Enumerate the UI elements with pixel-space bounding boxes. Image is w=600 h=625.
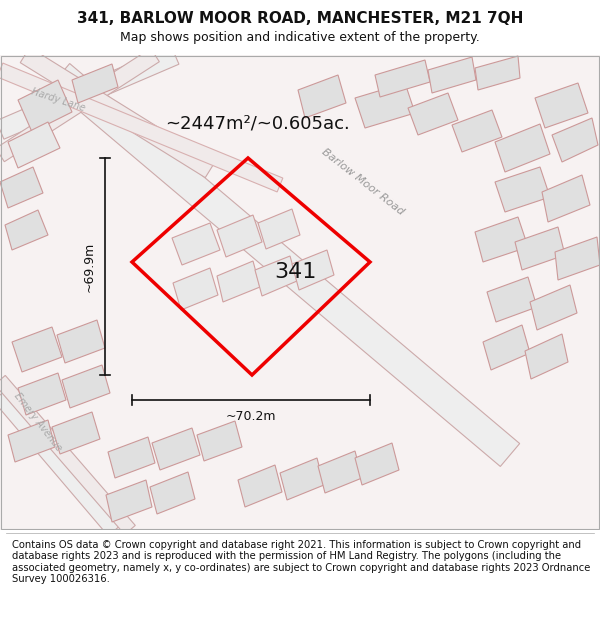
Polygon shape bbox=[50, 64, 520, 466]
Polygon shape bbox=[318, 451, 362, 493]
Polygon shape bbox=[217, 215, 262, 257]
Polygon shape bbox=[495, 124, 550, 172]
Polygon shape bbox=[173, 268, 218, 310]
Polygon shape bbox=[475, 56, 520, 90]
Polygon shape bbox=[172, 223, 220, 265]
Text: 341, BARLOW MOOR ROAD, MANCHESTER, M21 7QH: 341, BARLOW MOOR ROAD, MANCHESTER, M21 7… bbox=[77, 11, 523, 26]
Polygon shape bbox=[255, 256, 297, 296]
Polygon shape bbox=[375, 60, 430, 97]
Polygon shape bbox=[452, 110, 502, 152]
Text: Contains OS data © Crown copyright and database right 2021. This information is : Contains OS data © Crown copyright and d… bbox=[12, 539, 590, 584]
Polygon shape bbox=[8, 420, 55, 462]
Polygon shape bbox=[515, 227, 565, 270]
Polygon shape bbox=[62, 365, 110, 408]
Polygon shape bbox=[106, 480, 152, 522]
Polygon shape bbox=[52, 412, 100, 454]
Text: 341: 341 bbox=[274, 262, 316, 282]
Polygon shape bbox=[355, 83, 415, 128]
Text: ~70.2m: ~70.2m bbox=[226, 410, 276, 423]
Polygon shape bbox=[0, 389, 122, 536]
Text: Map shows position and indicative extent of the property.: Map shows position and indicative extent… bbox=[120, 31, 480, 44]
Polygon shape bbox=[0, 376, 135, 534]
Polygon shape bbox=[217, 261, 260, 302]
Text: Emery Avenue: Emery Avenue bbox=[12, 391, 64, 453]
Polygon shape bbox=[495, 167, 550, 212]
Polygon shape bbox=[355, 443, 399, 485]
Polygon shape bbox=[150, 472, 195, 514]
Polygon shape bbox=[18, 80, 72, 132]
Polygon shape bbox=[238, 465, 282, 507]
Polygon shape bbox=[18, 373, 66, 415]
Polygon shape bbox=[108, 437, 155, 478]
Polygon shape bbox=[292, 250, 334, 290]
Polygon shape bbox=[487, 277, 537, 322]
Polygon shape bbox=[280, 458, 324, 500]
Polygon shape bbox=[8, 122, 60, 168]
Text: Hardy Lane: Hardy Lane bbox=[30, 87, 86, 113]
Text: ~69.9m: ~69.9m bbox=[83, 241, 96, 292]
Polygon shape bbox=[0, 63, 283, 192]
Polygon shape bbox=[72, 64, 118, 103]
Polygon shape bbox=[0, 167, 43, 208]
Text: ~2447m²/~0.605ac.: ~2447m²/~0.605ac. bbox=[165, 114, 350, 132]
Polygon shape bbox=[258, 209, 300, 249]
Polygon shape bbox=[530, 285, 577, 330]
Polygon shape bbox=[57, 320, 105, 363]
Polygon shape bbox=[20, 48, 215, 177]
Polygon shape bbox=[12, 327, 62, 372]
Polygon shape bbox=[555, 237, 600, 280]
Polygon shape bbox=[428, 57, 476, 93]
Polygon shape bbox=[408, 93, 458, 135]
Text: Barlow Moor Road: Barlow Moor Road bbox=[320, 147, 406, 217]
Polygon shape bbox=[552, 118, 598, 162]
Polygon shape bbox=[197, 421, 242, 461]
Polygon shape bbox=[0, 48, 160, 162]
Polygon shape bbox=[535, 83, 588, 128]
Polygon shape bbox=[525, 334, 568, 379]
Polygon shape bbox=[0, 46, 179, 139]
Polygon shape bbox=[152, 428, 200, 470]
Polygon shape bbox=[475, 217, 528, 262]
Polygon shape bbox=[298, 75, 346, 118]
Polygon shape bbox=[483, 325, 530, 370]
Polygon shape bbox=[5, 210, 48, 250]
Polygon shape bbox=[542, 175, 590, 222]
